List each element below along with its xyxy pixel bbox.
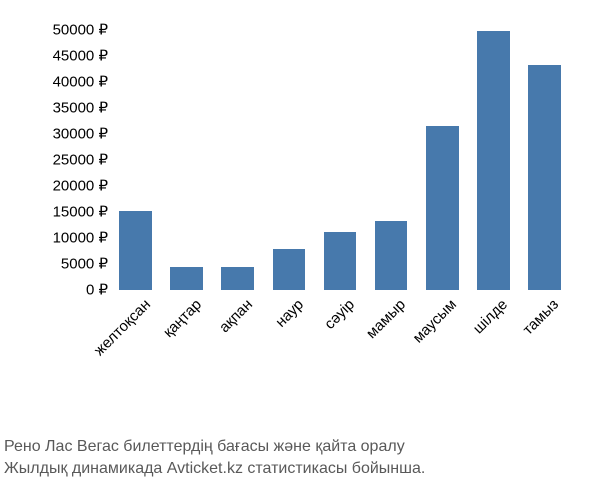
bar [375, 221, 408, 290]
bar [477, 31, 510, 290]
y-tick-label: 5000 ₽ [20, 257, 108, 272]
x-axis-labels: желтоқсанқаңтарақпаннаурсәуірмамырмаусым… [110, 296, 570, 376]
y-axis: 0 ₽5000 ₽10000 ₽15000 ₽20000 ₽25000 ₽300… [20, 30, 108, 290]
caption-line-2: Жылдық динамикада Avticket.kz статистика… [4, 458, 600, 480]
y-tick-label: 50000 ₽ [20, 23, 108, 38]
chart-container: 0 ₽ 5000 ₽ 10000 ₽ 15000 ₽ 20000 ₽ 25000 ₽ 300… [0, 0, 600, 500]
bar [528, 65, 561, 290]
y-tick-label: 0 ₽ [20, 283, 108, 298]
bar [426, 126, 459, 290]
caption-line-1: Рено Лас Вегас билеттердің бағасы және қ… [4, 436, 600, 458]
chart-area: 0 ₽ 5000 ₽ 10000 ₽ 15000 ₽ 20000 ₽ 25000 ₽ 300… [20, 20, 580, 380]
y-tick-label: 40000 ₽ [20, 75, 108, 90]
y-tick-label: 15000 ₽ [20, 205, 108, 220]
y-tick-label: 25000 ₽ [20, 153, 108, 168]
bar [324, 232, 357, 290]
caption: Рено Лас Вегас билеттердің бағасы және қ… [0, 436, 600, 480]
bar [170, 267, 203, 290]
bar [221, 267, 254, 290]
bar [273, 249, 306, 290]
y-tick-label: 20000 ₽ [20, 179, 108, 194]
y-tick-label: 10000 ₽ [20, 231, 108, 246]
y-tick-label: 45000 ₽ [20, 49, 108, 64]
bar [119, 211, 152, 290]
y-tick-label: 35000 ₽ [20, 101, 108, 116]
bar-plot [110, 30, 570, 290]
y-tick-label: 30000 ₽ [20, 127, 108, 142]
